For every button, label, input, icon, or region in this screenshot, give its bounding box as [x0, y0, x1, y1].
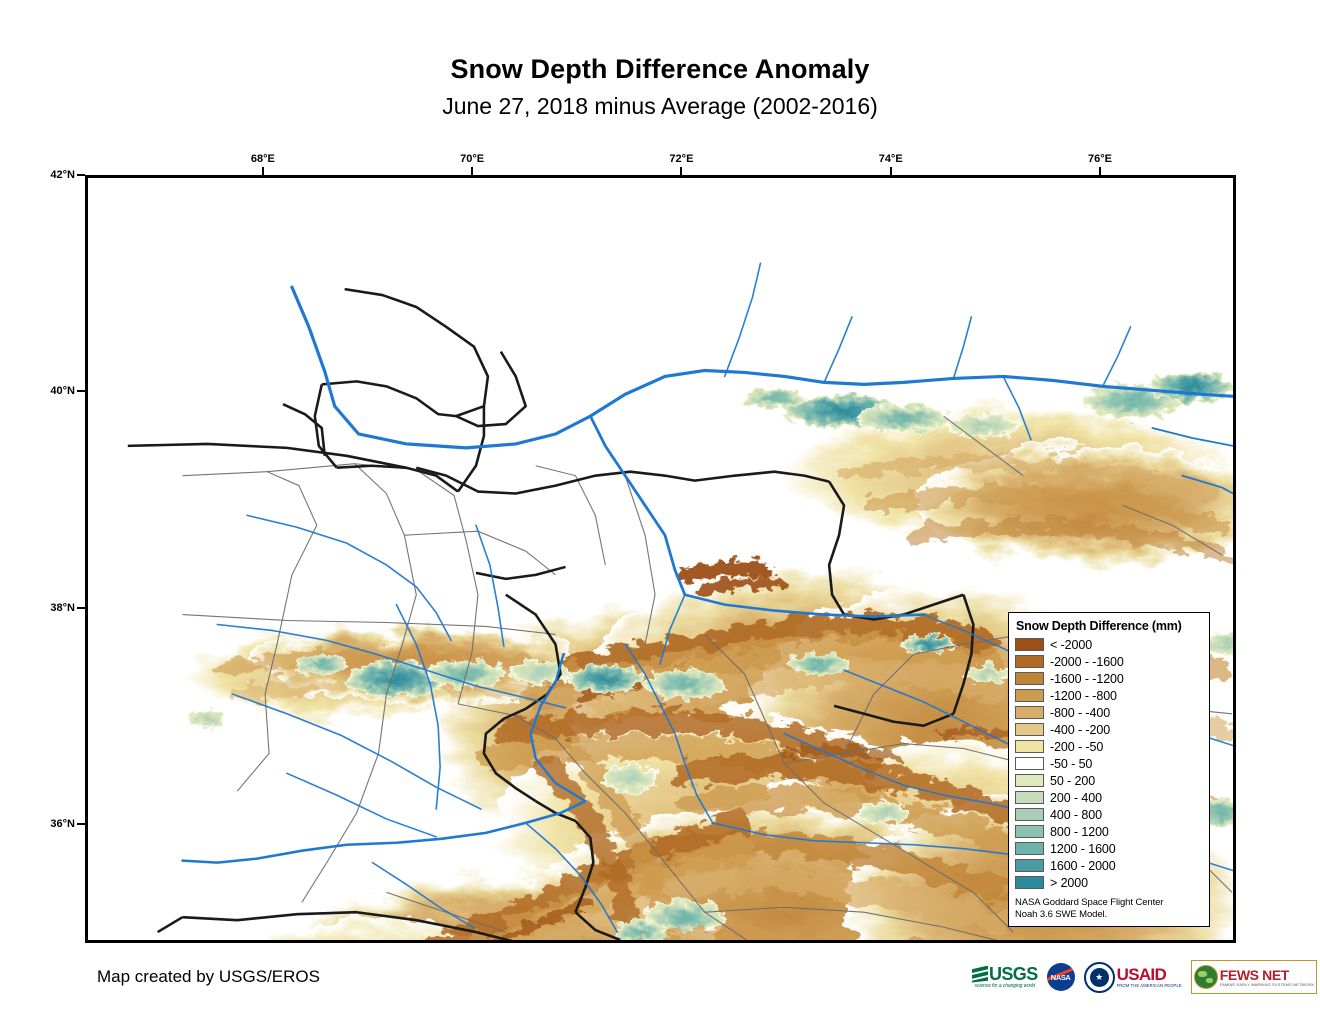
map-raster: [88, 178, 1233, 940]
usaid-star-icon: ★: [1095, 971, 1104, 982]
legend-class-label: -50 - 50: [1050, 756, 1093, 771]
legend-row: > 2000: [1015, 874, 1203, 891]
title-block: Snow Depth Difference Anomaly June 27, 2…: [0, 52, 1320, 122]
terrain-ridge-cores: [490, 560, 1043, 940]
longitude-tick: [889, 167, 892, 175]
legend-row: < -2000: [1015, 636, 1203, 653]
legend-color-swatch: [1015, 859, 1044, 872]
legend-row: -400 - -200: [1015, 721, 1203, 738]
latitude-label: 36°N: [50, 818, 75, 830]
longitude-label: 70°E: [460, 153, 485, 165]
longitude-label: 76°E: [1087, 153, 1112, 165]
legend-class-label: 1600 - 2000: [1050, 858, 1116, 873]
legend-class-label: < -2000: [1050, 637, 1093, 652]
legend-row: 400 - 800: [1015, 806, 1203, 823]
legend-class-label: -1600 - -1200: [1050, 671, 1124, 686]
latitude-tick: [77, 390, 85, 393]
longitude-tick: [680, 167, 683, 175]
legend-color-swatch: [1015, 689, 1044, 702]
latitude-tick: [77, 174, 85, 176]
legend-row: 50 - 200: [1015, 772, 1203, 789]
legend-class-label: 50 - 200: [1050, 773, 1096, 788]
legend-row: -2000 - -1600: [1015, 653, 1203, 670]
logo-bar: USGS science for a changing world NASA ★…: [972, 960, 1318, 994]
legend-color-swatch: [1015, 740, 1044, 753]
legend-class-list: < -2000 -2000 - -1600 -1600 - -1200 -1200 -…: [1015, 636, 1203, 891]
globe-icon: [1193, 965, 1218, 989]
fews-tagline: FAMINE EARLY WARNING SYSTEMS NETWORK: [1219, 981, 1315, 987]
usaid-seal-icon: ★: [1083, 961, 1115, 993]
legend-color-swatch: [1015, 638, 1044, 651]
longitude-tick: [1098, 167, 1101, 175]
legend-color-swatch: [1015, 842, 1044, 855]
legend-source-note: NASA Goddard Space Flight Center Noah 3.…: [1015, 897, 1203, 920]
legend-class-label: -800 - -400: [1050, 705, 1111, 720]
usgs-wave-icon: [972, 965, 988, 983]
legend-class-label: 400 - 800: [1050, 807, 1102, 822]
legend-class-label: > 2000: [1050, 875, 1088, 890]
legend-source-line2: Noah 3.6 SWE Model.: [1015, 908, 1108, 920]
legend-color-swatch: [1015, 672, 1044, 685]
legend-class-label: -1200 - -800: [1050, 688, 1117, 703]
nasa-logo[interactable]: NASA: [1046, 962, 1075, 992]
latitude-tick: [77, 823, 85, 825]
legend-row: -50 - 50: [1015, 755, 1203, 772]
longitude-label: 74°E: [878, 153, 903, 165]
usaid-wordmark: USAID: [1116, 964, 1167, 984]
legend-row: 200 - 400: [1015, 789, 1203, 806]
legend-class-label: -2000 - -1600: [1050, 654, 1124, 669]
legend-color-swatch: [1015, 774, 1044, 787]
longitude-tick: [471, 167, 474, 175]
usgs-logo[interactable]: USGS science for a changing world: [972, 962, 1038, 992]
legend-source-line1: NASA Goddard Space Flight Center: [1015, 897, 1164, 908]
legend-class-label: -200 - -50: [1050, 739, 1104, 754]
legend-row: -800 - -400: [1015, 704, 1203, 721]
longitude-label: 68°E: [250, 153, 275, 165]
map-frame[interactable]: [85, 175, 1236, 943]
legend-panel[interactable]: Snow Depth Difference (mm) < -2000 -2000 …: [1008, 612, 1210, 927]
latitude-label: 42°N: [50, 169, 75, 181]
usgs-tagline: science for a changing world: [974, 983, 1036, 989]
fews-wordmark: FEWS NET: [1219, 966, 1290, 983]
map-credit: Map created by USGS/EROS: [97, 967, 320, 986]
legend-color-swatch: [1015, 655, 1044, 668]
legend-row: -1200 - -800: [1015, 687, 1203, 704]
longitude-label: 72°E: [669, 153, 694, 165]
legend-row: -1600 - -1200: [1015, 670, 1203, 687]
legend-color-swatch: [1015, 706, 1044, 719]
legend-color-swatch: [1015, 825, 1044, 838]
legend-color-swatch: [1015, 808, 1044, 821]
page-title: Snow Depth Difference Anomaly: [450, 54, 870, 84]
legend-class-label: -400 - -200: [1050, 722, 1111, 737]
usaid-tagline: FROM THE AMERICAN PEOPLE: [1116, 982, 1182, 988]
usaid-logo[interactable]: ★ USAID FROM THE AMERICAN PEOPLE: [1083, 961, 1182, 993]
legend-color-swatch: [1015, 723, 1044, 736]
legend-color-swatch: [1015, 791, 1044, 804]
legend-color-swatch: [1015, 876, 1044, 889]
latitude-tick: [77, 606, 85, 609]
legend-row: 800 - 1200: [1015, 823, 1203, 840]
legend-class-label: 1200 - 1600: [1050, 841, 1116, 856]
page-subtitle: June 27, 2018 minus Average (2002-2016): [442, 93, 878, 119]
usgs-wordmark: USGS: [989, 964, 1038, 984]
legend-title: Snow Depth Difference (mm): [1016, 619, 1182, 633]
latitude-label: 38°N: [50, 601, 75, 614]
nasa-wordmark: NASA: [1050, 972, 1071, 982]
legend-row: 1200 - 1600: [1015, 840, 1203, 857]
legend-class-label: 800 - 1200: [1050, 824, 1109, 839]
latitude-label: 40°N: [50, 385, 75, 398]
fews-net-logo[interactable]: FEWS NET FAMINE EARLY WARNING SYSTEMS NE…: [1190, 960, 1318, 994]
legend-class-label: 200 - 400: [1050, 790, 1102, 805]
terrain-positive-teal: [189, 370, 1233, 940]
legend-color-swatch: [1015, 757, 1044, 770]
nasa-meatball-icon: NASA: [1046, 963, 1075, 991]
legend-row: 1600 - 2000: [1015, 857, 1203, 874]
legend-row: -200 - -50: [1015, 738, 1203, 755]
longitude-tick: [261, 167, 264, 175]
